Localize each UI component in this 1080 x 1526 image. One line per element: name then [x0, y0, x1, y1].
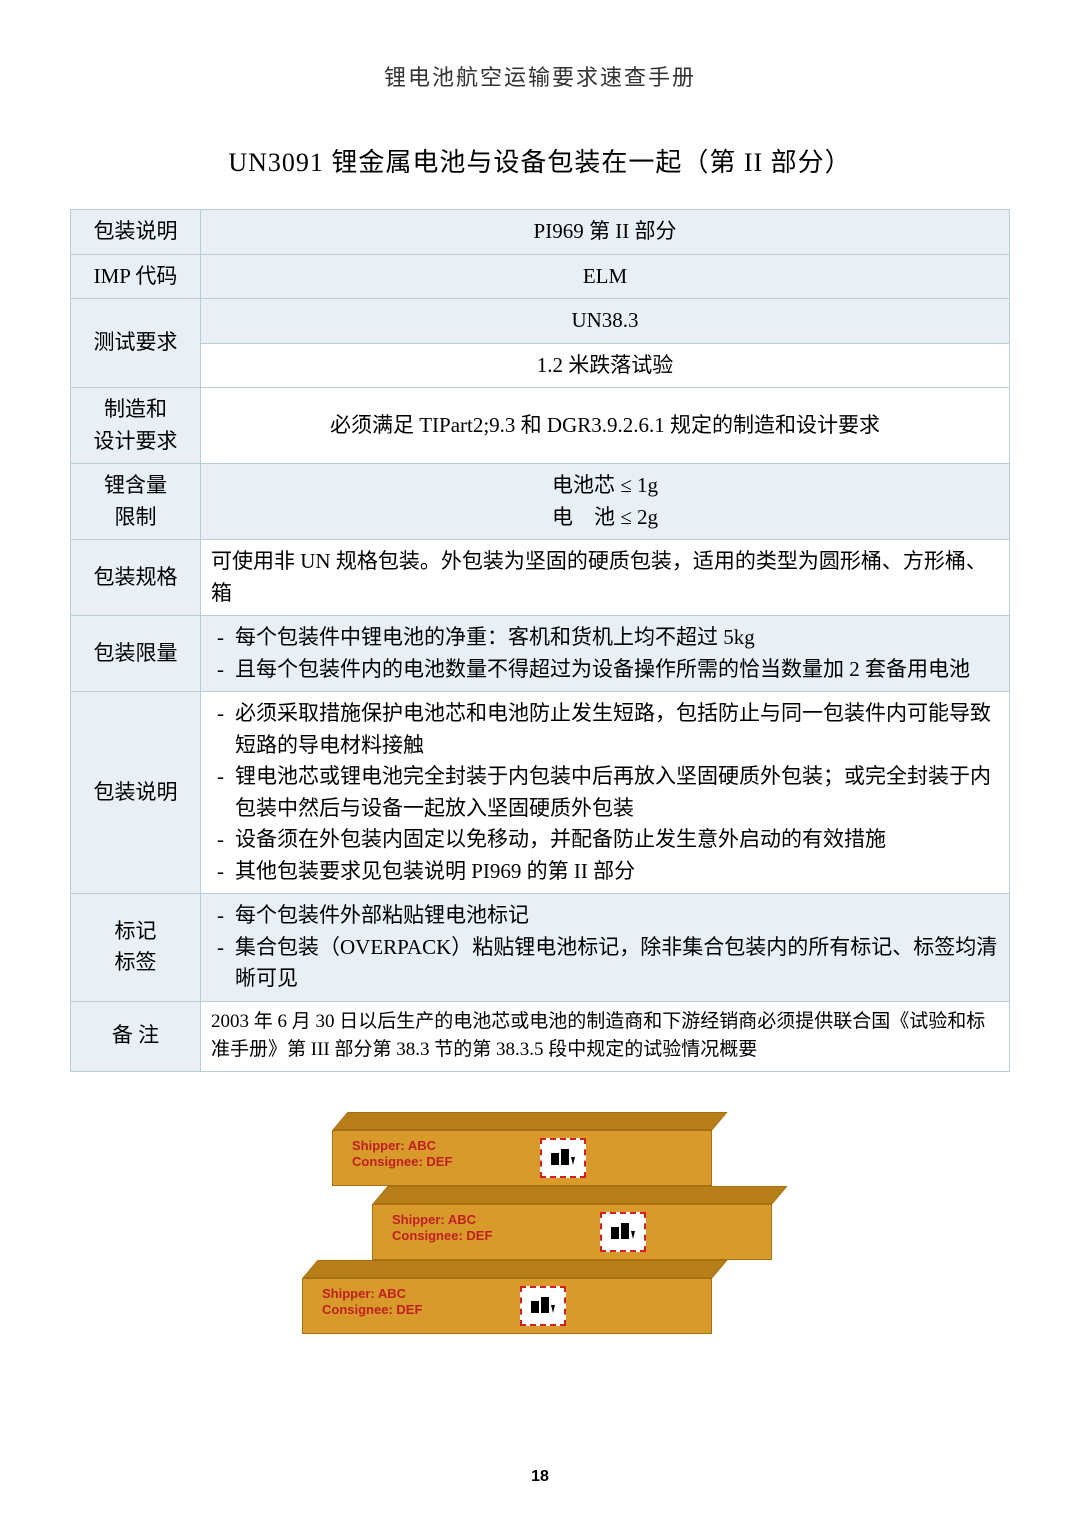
li-value-line2: 电 池 ≤ 2g: [552, 505, 658, 529]
row-value-packinstr: 必须采取措施保护电池芯和电池防止发生短路，包括防止与同一包装件内可能导致短路的导…: [201, 692, 1010, 894]
row-value-mark: 每个包装件外部粘贴锂电池标记 集合包装（OVERPACK）粘贴锂电池标记，除非集…: [201, 894, 1010, 1002]
row-label-note: 备 注: [71, 1001, 201, 1071]
limit-item: 每个包装件中锂电池的净重：客机和货机上均不超过 5kg: [211, 622, 999, 654]
packinstr-item: 其他包装要求见包装说明 PI969 的第 II 部分: [211, 856, 999, 888]
mark-item: 每个包装件外部粘贴锂电池标记: [211, 900, 999, 932]
row-label-spec: 包装规格: [71, 540, 201, 616]
packinstr-item: 锂电池芯或锂电池完全封装于内包装中后再放入坚固硬质外包装；或完全封装于内包装中然…: [211, 761, 999, 824]
section-title: UN3091 锂金属电池与设备包装在一起（第 II 部分）: [70, 142, 1010, 179]
document-header: 锂电池航空运输要求速查手册: [70, 60, 1010, 92]
battery-mark-icon: [520, 1286, 566, 1326]
battery-mark-icon: [540, 1138, 586, 1178]
row-label-packaging-desc: 包装说明: [71, 210, 201, 255]
row-label-imp: IMP 代码: [71, 254, 201, 299]
row-value-spec: 可使用非 UN 规格包装。外包装为坚固的硬质包装，适用的类型为圆形桶、方形桶、箱: [201, 540, 1010, 616]
row-value-li: 电池芯 ≤ 1g 电 池 ≤ 2g: [201, 464, 1010, 540]
limit-item: 且每个包装件内的电池数量不得超过为设备操作所需的恰当数量加 2 套备用电池: [211, 654, 999, 686]
row-value-imp: ELM: [201, 254, 1010, 299]
row-label-test: 测试要求: [71, 299, 201, 388]
packinstr-item: 必须采取措施保护电池芯和电池防止发生短路，包括防止与同一包装件内可能导致短路的导…: [211, 698, 999, 761]
row-value-packaging-desc: PI969 第 II 部分: [201, 210, 1010, 255]
consignee-label: Consignee: DEF: [322, 1302, 422, 1317]
consignee-label: Consignee: DEF: [352, 1154, 452, 1169]
mfg-label-line1: 制造和: [104, 397, 167, 421]
row-label-li: 锂含量 限制: [71, 464, 201, 540]
mark-label-line1: 标记: [115, 919, 157, 943]
mfg-label-line2: 设计要求: [94, 429, 178, 453]
packinstr-item: 设备须在外包装内固定以免移动，并配备防止发生意外启动的有效措施: [211, 824, 999, 856]
row-label-mark: 标记 标签: [71, 894, 201, 1002]
shipper-label: Shipper: ABC: [352, 1138, 436, 1153]
row-value-limit: 每个包装件中锂电池的净重：客机和货机上均不超过 5kg 且每个包装件内的电池数量…: [201, 616, 1010, 692]
li-value-line1: 电池芯 ≤ 1g: [552, 473, 658, 497]
row-value-test2: 1.2 米跌落试验: [201, 343, 1010, 388]
mark-item: 集合包装（OVERPACK）粘贴锂电池标记，除非集合包装内的所有标记、标签均清晰…: [211, 932, 999, 995]
consignee-label: Consignee: DEF: [392, 1228, 492, 1243]
shipper-label: Shipper: ABC: [392, 1212, 476, 1227]
shipper-label: Shipper: ABC: [322, 1286, 406, 1301]
page-number: 18: [0, 1468, 1080, 1486]
row-label-packinstr: 包装说明: [71, 692, 201, 894]
overpack-diagram: Shipper: ABC Consignee: DEF Shipper: ABC…: [280, 1112, 800, 1342]
row-label-mfg: 制造和 设计要求: [71, 388, 201, 464]
row-label-limit: 包装限量: [71, 616, 201, 692]
battery-mark-icon: [600, 1212, 646, 1252]
mark-label-line2: 标签: [115, 950, 157, 974]
li-label-line2: 限制: [115, 505, 157, 529]
specification-table: 包装说明 PI969 第 II 部分 IMP 代码 ELM 测试要求 UN38.…: [70, 209, 1010, 1072]
li-label-line1: 锂含量: [104, 473, 167, 497]
row-value-test1: UN38.3: [201, 299, 1010, 344]
row-value-note: 2003 年 6 月 30 日以后生产的电池芯或电池的制造商和下游经销商必须提供…: [201, 1001, 1010, 1071]
row-value-mfg: 必须满足 TIPart2;9.3 和 DGR3.9.2.6.1 规定的制造和设计…: [201, 388, 1010, 464]
